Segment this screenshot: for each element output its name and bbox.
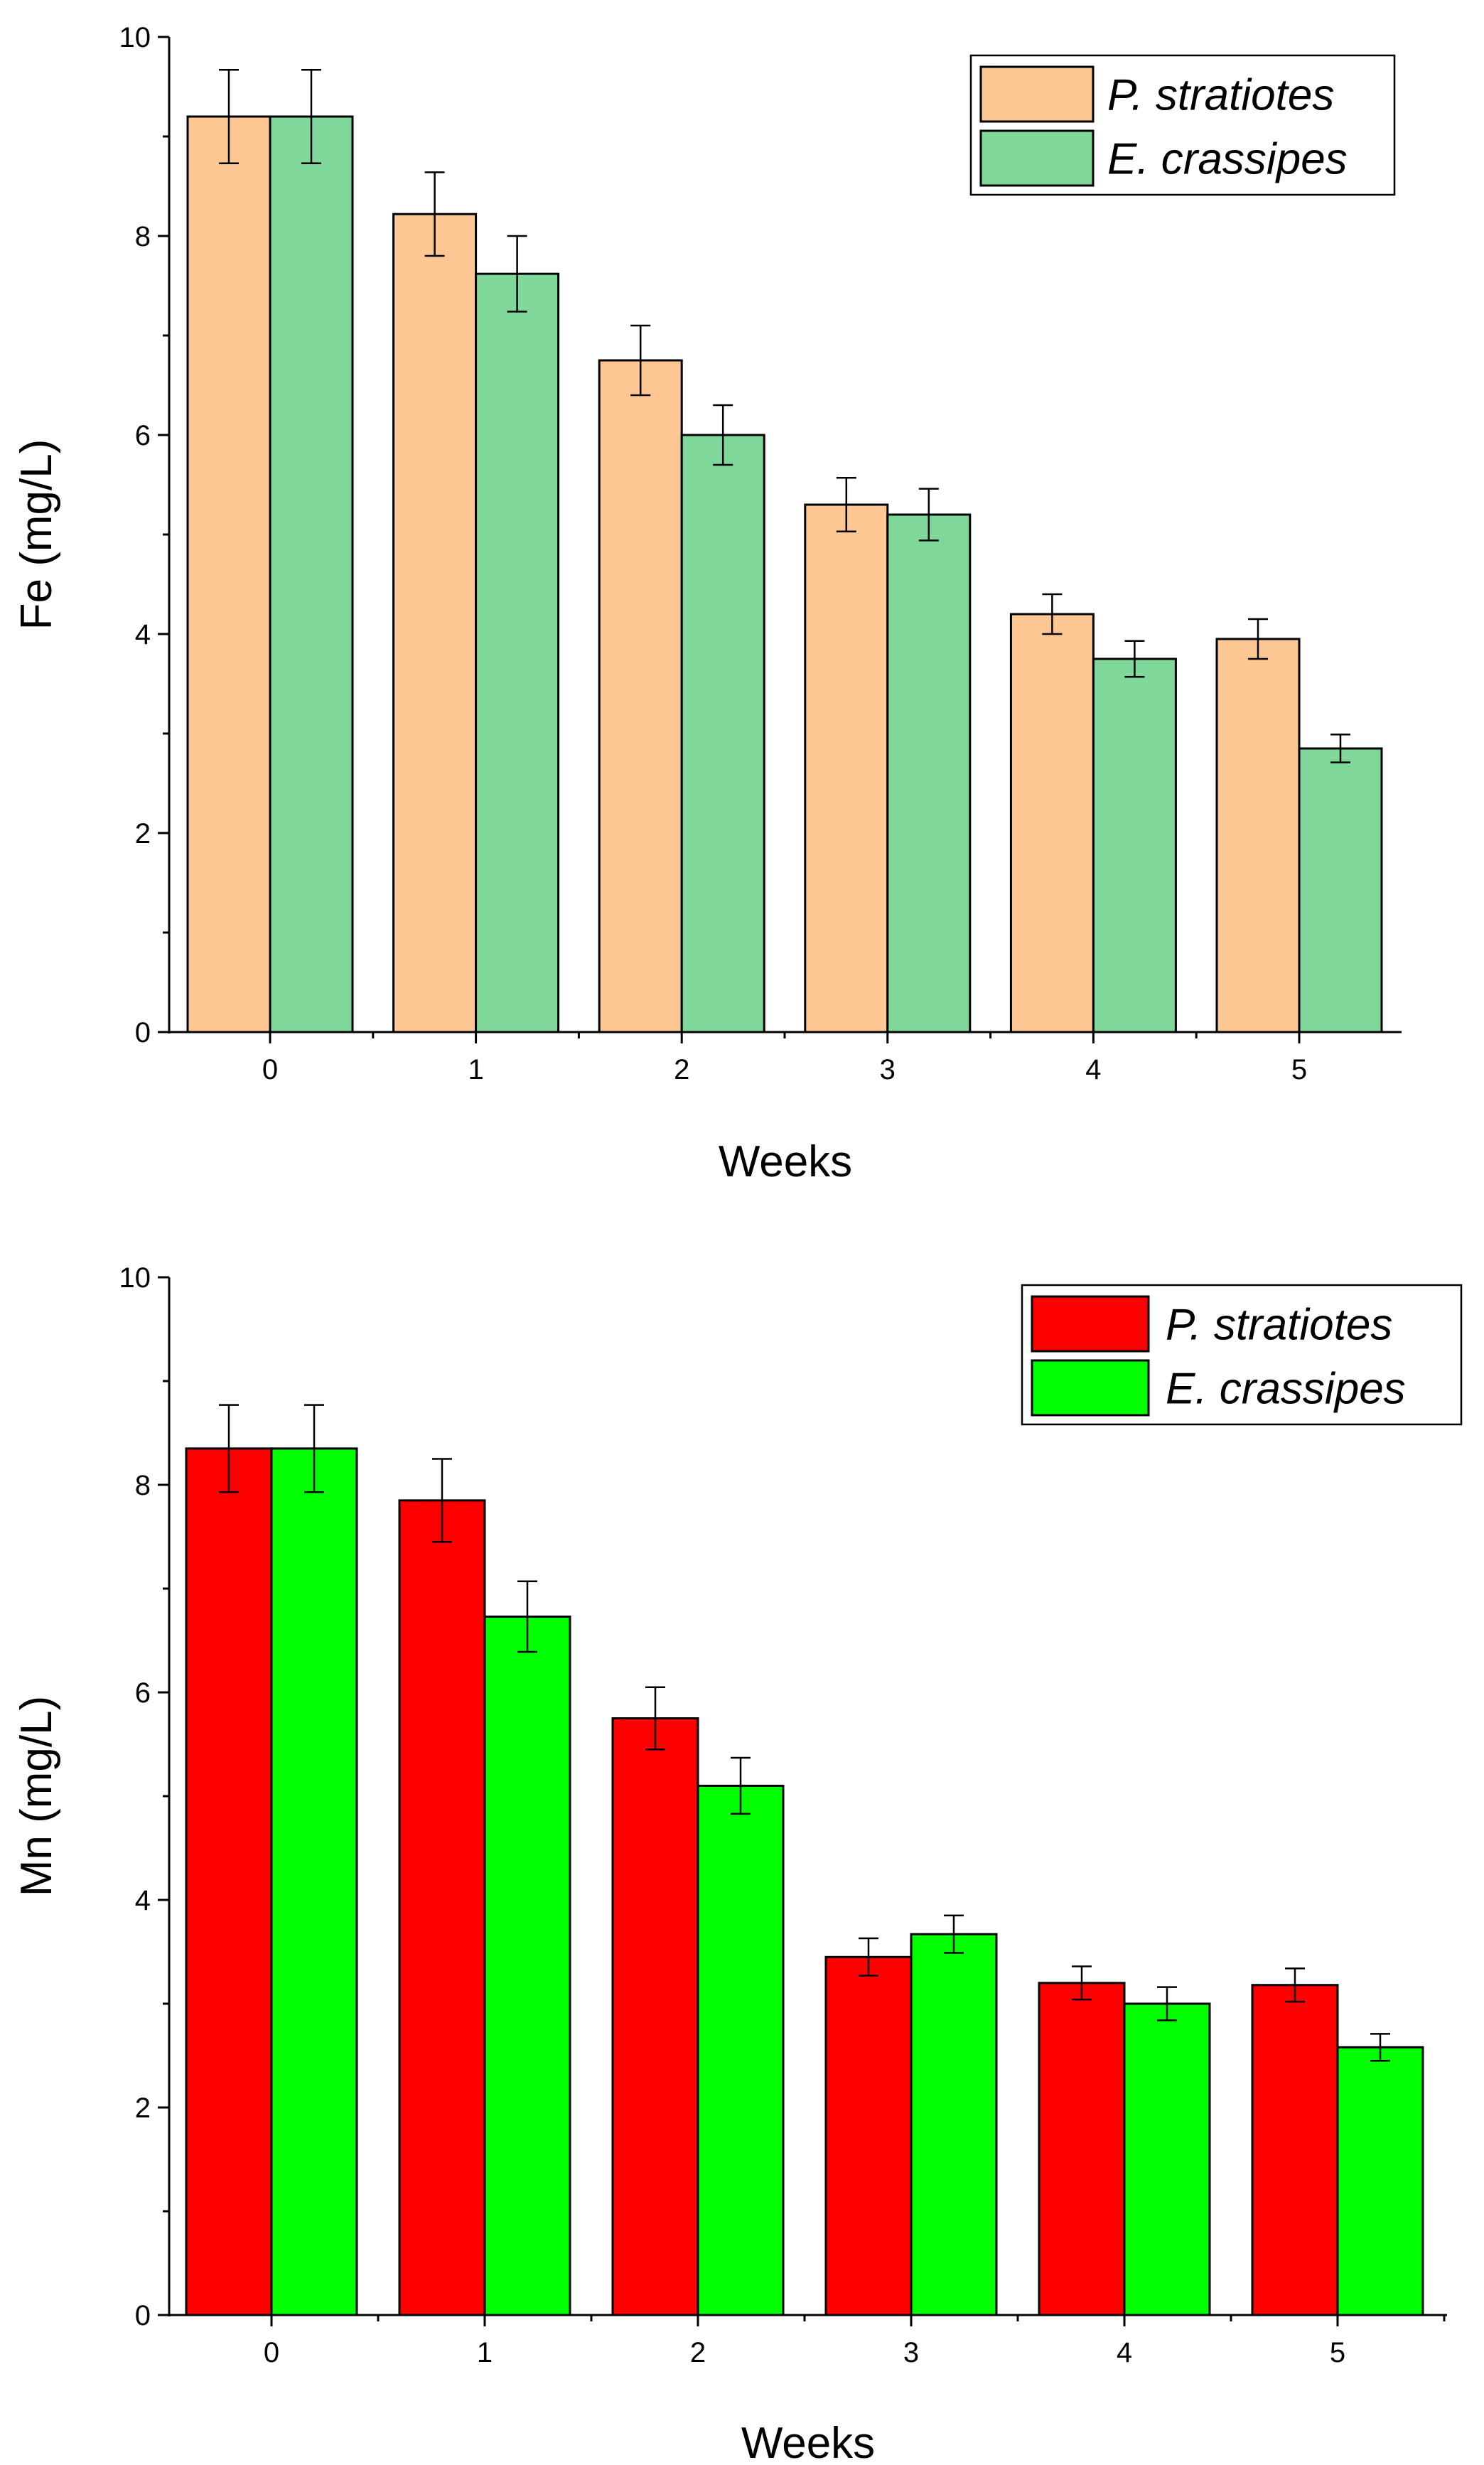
legend-label: E. crassipes <box>1166 1365 1406 1414</box>
x-tick-label-week-5: 5 <box>1330 2337 1345 2368</box>
legend-swatch <box>1031 1359 1150 1417</box>
y-tick-label: 2 <box>135 818 151 849</box>
bar-p-stratiotes-week-5 <box>1215 638 1301 1033</box>
y-tick-label: 2 <box>135 2093 151 2124</box>
x-tick-label-week-3: 3 <box>903 2337 919 2368</box>
bar-p-stratiotes-week-4 <box>1009 613 1095 1033</box>
bar-p-stratiotes-week-0 <box>185 1447 273 2316</box>
bar-p-stratiotes-week-1 <box>392 213 478 1033</box>
bar-e-crassipes-week-5 <box>1298 747 1383 1033</box>
bar-e-crassipes-week-2 <box>697 1784 785 2316</box>
y-tick-label: 8 <box>135 1470 151 1501</box>
bar-p-stratiotes-week-2 <box>611 1717 699 2316</box>
x-tick-label-week-2: 2 <box>674 1054 689 1085</box>
legend: P. stratiotes E. crassipes <box>1021 1284 1463 1426</box>
bar-e-crassipes-week-4 <box>1123 2002 1211 2316</box>
x-tick-label-week-4: 4 <box>1085 1054 1101 1085</box>
y-tick-label: 10 <box>119 22 151 53</box>
x-tick-label-week-3: 3 <box>880 1054 896 1085</box>
bar-e-crassipes-week-1 <box>475 272 560 1033</box>
y-tick-label: 0 <box>135 2300 151 2331</box>
bar-e-crassipes-week-5 <box>1336 2046 1424 2316</box>
legend-label: P. stratiotes <box>1107 71 1334 120</box>
bar-p-stratiotes-week-0 <box>186 115 271 1033</box>
fe-chart: 0 2 4 6 8 10 0 1 2 3 4 5 Weeks Fe (mg/L) P. stratiotes… <box>12 22 1402 1186</box>
x-tick-label-week-0: 0 <box>262 1054 278 1085</box>
bar-e-crassipes-week-0 <box>269 115 354 1033</box>
y-axis-title: Mn (mg/L) <box>12 1696 61 1896</box>
x-tick-label-week-1: 1 <box>468 1054 483 1085</box>
bar-e-crassipes-week-0 <box>270 1447 358 2316</box>
x-tick-label-week-4: 4 <box>1117 2337 1132 2368</box>
bar-p-stratiotes-week-4 <box>1038 1982 1126 2316</box>
y-tick-label: 4 <box>135 619 151 650</box>
legend: P. stratiotes E. crassipes <box>969 54 1396 196</box>
legend-swatch <box>979 65 1095 123</box>
y-tick-label: 10 <box>119 1262 151 1294</box>
bar-e-crassipes-week-3 <box>910 1933 998 2316</box>
y-tick-label: 0 <box>135 1017 151 1048</box>
legend-swatch <box>979 129 1095 187</box>
x-tick-label-week-5: 5 <box>1291 1054 1307 1085</box>
y-tick-label: 6 <box>135 420 151 451</box>
y-tick-label: 8 <box>135 221 151 252</box>
y-tick-label: 4 <box>135 1885 151 1916</box>
bar-e-crassipes-week-4 <box>1092 657 1177 1033</box>
mn-chart: 0 2 4 6 8 10 0 1 2 3 4 5 Weeks Mn (mg/L) P. stratiotes… <box>12 1262 1463 2465</box>
x-tick-label-week-0: 0 <box>264 2337 279 2368</box>
bar-e-crassipes-week-2 <box>680 434 765 1033</box>
x-tick-label-week-1: 1 <box>477 2337 493 2368</box>
bar-e-crassipes-week-1 <box>483 1615 571 2316</box>
x-tick-label-week-2: 2 <box>690 2337 706 2368</box>
legend-label: E. crassipes <box>1107 135 1348 184</box>
bar-p-stratiotes-week-5 <box>1251 1984 1339 2316</box>
bar-p-stratiotes-week-2 <box>598 359 683 1033</box>
y-tick-label: 6 <box>135 1677 151 1709</box>
bar-p-stratiotes-week-1 <box>398 1499 486 2316</box>
bar-p-stratiotes-week-3 <box>824 1955 913 2316</box>
x-axis-title: Weeks <box>741 2419 875 2465</box>
legend-label: P. stratiotes <box>1166 1301 1392 1350</box>
y-axis-title: Fe (mg/L) <box>12 439 61 630</box>
x-axis-title: Weeks <box>719 1137 852 1186</box>
bar-p-stratiotes-week-3 <box>804 503 889 1033</box>
bar-e-crassipes-week-3 <box>886 513 972 1033</box>
legend-swatch <box>1031 1295 1150 1353</box>
